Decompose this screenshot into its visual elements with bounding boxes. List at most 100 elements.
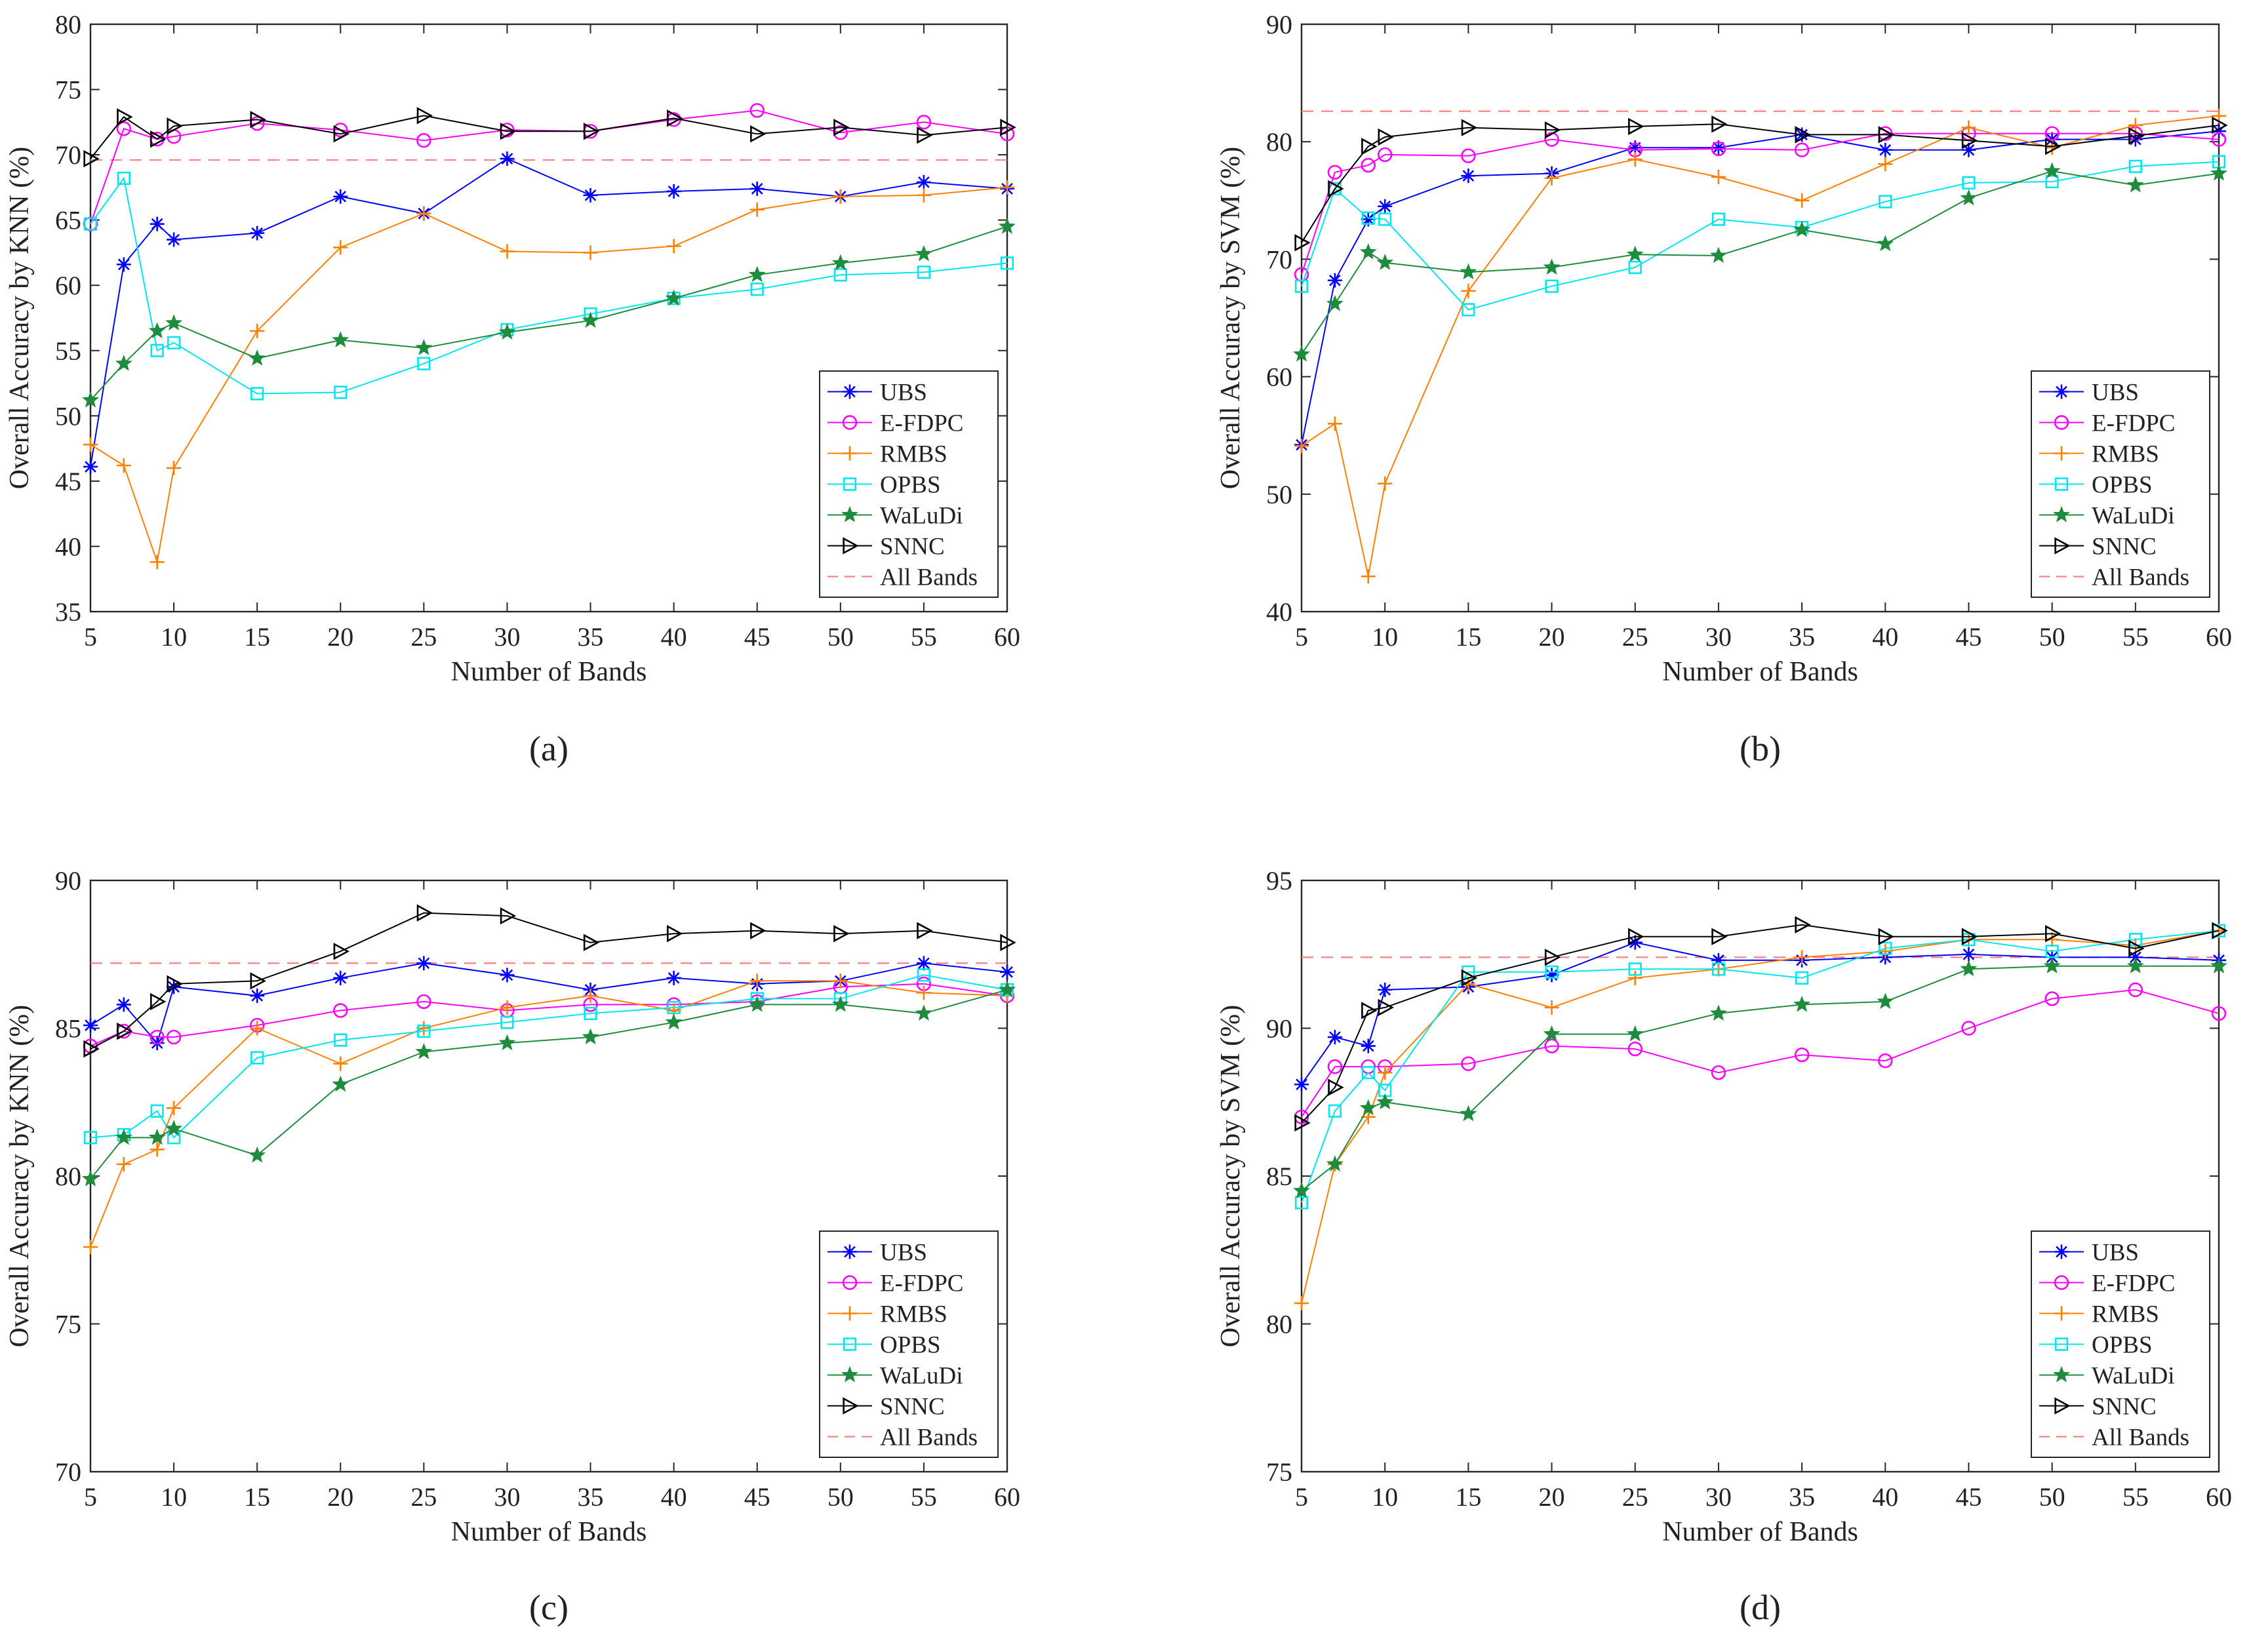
data-point-e-fdpc — [1544, 1038, 1559, 1053]
data-point-rmbs — [1795, 950, 1810, 965]
data-point-e-fdpc — [1878, 1053, 1893, 1069]
data-point-waludi — [1960, 189, 1978, 206]
legend-entry-snnc: SNNC — [2039, 1394, 2157, 1421]
legend-label: All Bands — [880, 1425, 978, 1451]
data-point-opbs — [917, 968, 931, 982]
legend-label: E-FDPC — [880, 410, 963, 437]
legend-marker-rmbs — [843, 1306, 857, 1321]
y-axis-label: Overall Accuracy by SVM (%) — [1216, 147, 1246, 490]
legend-entry-ubs: UBS — [2039, 1240, 2139, 1267]
y-tick-label: 75 — [55, 75, 81, 105]
data-point-snnc — [1328, 180, 1344, 198]
legend-label: OPBS — [880, 1332, 941, 1359]
data-point-opbs — [1711, 212, 1726, 226]
x-tick-label: 5 — [1295, 622, 1308, 652]
legend-marker-ubs — [843, 1244, 857, 1259]
data-point-snnc — [1628, 117, 1644, 136]
y-tick-label: 75 — [1266, 1457, 1292, 1487]
legend-label: RMBS — [880, 441, 947, 468]
data-point-e-fdpc — [166, 1029, 182, 1045]
series-waludi — [82, 218, 1016, 408]
x-tick-label: 35 — [578, 1482, 604, 1512]
data-point-waludi — [249, 1146, 266, 1163]
data-point-snnc — [666, 109, 683, 127]
series-line-ubs — [1301, 941, 2220, 1085]
data-point-rmbs — [1327, 416, 1342, 431]
data-point-waludi — [249, 349, 266, 366]
legend-label: RMBS — [2092, 1301, 2159, 1328]
x-tick-label: 30 — [1705, 1482, 1732, 1512]
legend-label: RMBS — [880, 1301, 947, 1328]
data-point-snnc — [1000, 934, 1016, 951]
legend-marker-opbs — [2054, 477, 2069, 491]
series-waludi — [1293, 162, 2227, 362]
data-point-snnc — [1361, 138, 1378, 155]
y-tick-label: 95 — [1266, 866, 1292, 895]
legend-marker-opbs — [843, 477, 857, 491]
y-tick-label: 90 — [1266, 10, 1292, 39]
data-point-e-fdpc — [1461, 1056, 1476, 1071]
data-point-waludi — [115, 1128, 132, 1145]
x-tick-label: 45 — [744, 1482, 770, 1512]
legend-entry-all-bands: All Bands — [2039, 564, 2189, 591]
legend-entry-ubs: UBS — [827, 1240, 927, 1267]
data-point-opbs — [1361, 1066, 1375, 1080]
x-tick-label: 10 — [1372, 622, 1398, 652]
legend-label: UBS — [880, 1240, 927, 1267]
y-tick-label: 80 — [55, 1162, 81, 1191]
legend-label: WaLuDi — [2092, 1363, 2174, 1390]
data-point-snnc — [833, 924, 850, 943]
data-point-waludi — [582, 1028, 599, 1045]
data-point-opbs — [833, 268, 847, 282]
data-point-waludi — [415, 339, 433, 355]
data-point-snnc — [1795, 916, 1811, 934]
data-point-waludi — [582, 311, 599, 328]
x-tick-label: 15 — [244, 1482, 270, 1512]
y-tick-label: 90 — [1266, 1014, 1292, 1044]
data-point-waludi — [1543, 258, 1561, 275]
data-point-snnc — [1628, 928, 1644, 945]
data-point-rmbs — [149, 1142, 165, 1157]
data-point-e-fdpc — [1544, 132, 1559, 147]
data-point-opbs — [584, 1006, 597, 1021]
data-point-ubs — [500, 968, 515, 983]
data-point-waludi — [1793, 221, 1811, 237]
data-point-snnc — [1795, 126, 1811, 144]
data-point-opbs — [750, 283, 764, 296]
data-point-opbs — [1711, 962, 1726, 976]
x-tick-label: 15 — [1455, 622, 1481, 652]
data-point-waludi — [1793, 995, 1811, 1012]
x-tick-label: 5 — [84, 622, 97, 652]
data-point-opbs — [1462, 303, 1475, 317]
y-tick-label: 35 — [55, 597, 81, 627]
data-point-waludi — [2043, 957, 2061, 974]
data-point-rmbs — [2128, 118, 2143, 133]
data-point-snnc — [117, 108, 133, 126]
x-tick-label: 35 — [1789, 1482, 1815, 1512]
data-point-ubs — [1327, 273, 1342, 288]
y-tick-label: 60 — [55, 271, 81, 300]
data-point-rmbs — [500, 1000, 515, 1015]
x-axis-label: Number of Bands — [451, 1517, 647, 1547]
data-point-snnc — [416, 904, 433, 922]
legend: UBS E-FDPC RMBS OPBS WaLuDi SNNC All Bands — [819, 1230, 999, 1458]
legend-label: WaLuDi — [2092, 503, 2174, 530]
series-line-e-fdpc — [90, 983, 1008, 1047]
data-point-snnc — [2128, 939, 2145, 957]
data-point-opbs — [1000, 256, 1014, 270]
data-point-snnc — [1878, 928, 1895, 945]
legend-label: SNNC — [880, 534, 945, 560]
legend-label: E-FDPC — [2092, 1270, 2175, 1297]
data-point-snnc — [1711, 115, 1728, 133]
x-tick-label: 45 — [1955, 1482, 1982, 1512]
data-point-waludi — [665, 289, 683, 306]
legend-label: E-FDPC — [880, 1270, 963, 1297]
data-point-snnc — [1961, 928, 1978, 945]
data-point-opbs — [83, 1131, 98, 1145]
data-point-waludi — [1543, 1025, 1561, 1042]
data-point-snnc — [583, 123, 600, 140]
y-tick-label: 40 — [1266, 597, 1292, 627]
data-point-ubs — [1294, 1077, 1309, 1092]
x-tick-label: 10 — [161, 622, 187, 652]
legend-label: UBS — [2092, 1240, 2139, 1267]
